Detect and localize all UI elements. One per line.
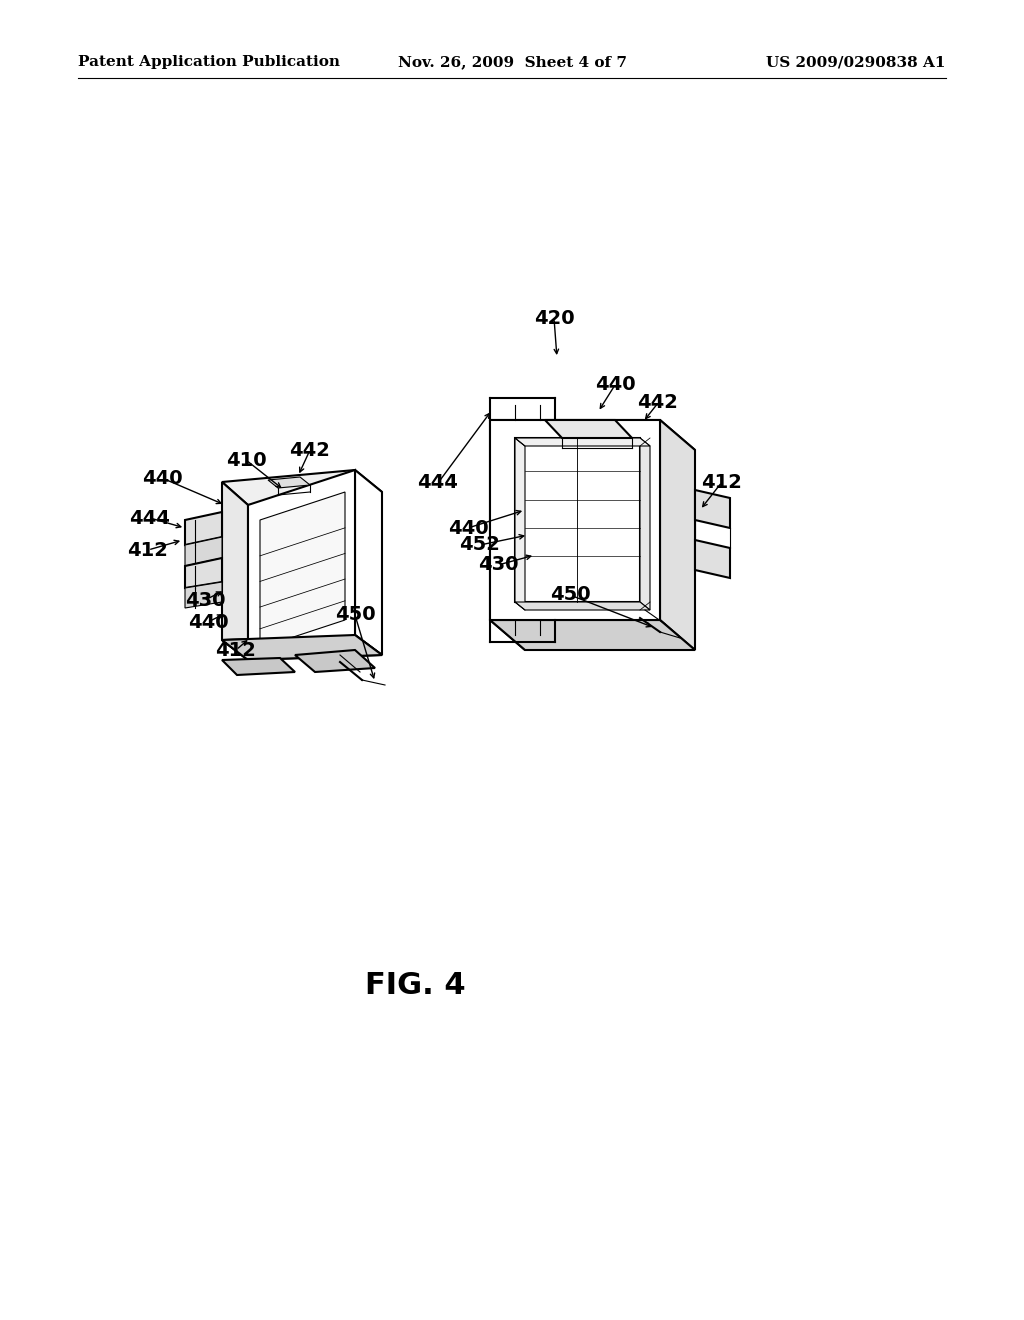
Text: 440: 440: [595, 375, 635, 395]
Polygon shape: [515, 602, 650, 610]
Polygon shape: [695, 490, 730, 528]
Polygon shape: [515, 438, 650, 446]
Text: 444: 444: [418, 474, 459, 492]
Text: 430: 430: [184, 590, 225, 610]
Polygon shape: [490, 420, 695, 450]
Text: 440: 440: [187, 612, 228, 631]
Text: 420: 420: [534, 309, 574, 327]
Polygon shape: [355, 470, 382, 655]
Polygon shape: [515, 438, 640, 602]
Polygon shape: [660, 420, 695, 649]
Text: 442: 442: [290, 441, 331, 459]
Polygon shape: [490, 420, 660, 620]
Polygon shape: [222, 482, 248, 660]
Text: Nov. 26, 2009  Sheet 4 of 7: Nov. 26, 2009 Sheet 4 of 7: [397, 55, 627, 69]
Text: 412: 412: [216, 640, 256, 660]
Polygon shape: [695, 540, 730, 578]
Polygon shape: [545, 420, 632, 438]
Polygon shape: [515, 438, 525, 610]
Polygon shape: [185, 537, 222, 566]
Text: 452: 452: [460, 536, 501, 554]
Text: 444: 444: [130, 508, 170, 528]
Text: 442: 442: [638, 393, 679, 412]
Text: 440: 440: [141, 469, 182, 487]
Polygon shape: [268, 477, 310, 488]
Polygon shape: [222, 470, 382, 506]
Text: 450: 450: [550, 586, 590, 605]
Text: 410: 410: [225, 450, 266, 470]
Polygon shape: [490, 620, 695, 649]
Polygon shape: [260, 492, 345, 648]
Polygon shape: [248, 470, 355, 660]
Polygon shape: [640, 438, 650, 610]
Text: 412: 412: [128, 540, 168, 560]
Polygon shape: [222, 657, 295, 675]
Text: 412: 412: [701, 473, 742, 491]
Text: 430: 430: [478, 556, 518, 574]
Text: 440: 440: [447, 519, 488, 537]
Text: FIG. 4: FIG. 4: [365, 970, 465, 999]
Text: US 2009/0290838 A1: US 2009/0290838 A1: [767, 55, 946, 69]
Polygon shape: [490, 420, 525, 649]
Polygon shape: [185, 558, 222, 587]
Polygon shape: [185, 582, 222, 609]
Polygon shape: [185, 512, 222, 545]
Text: 450: 450: [335, 606, 376, 624]
Text: Patent Application Publication: Patent Application Publication: [78, 55, 340, 69]
Polygon shape: [295, 649, 375, 672]
Polygon shape: [222, 635, 382, 660]
Polygon shape: [222, 635, 382, 660]
